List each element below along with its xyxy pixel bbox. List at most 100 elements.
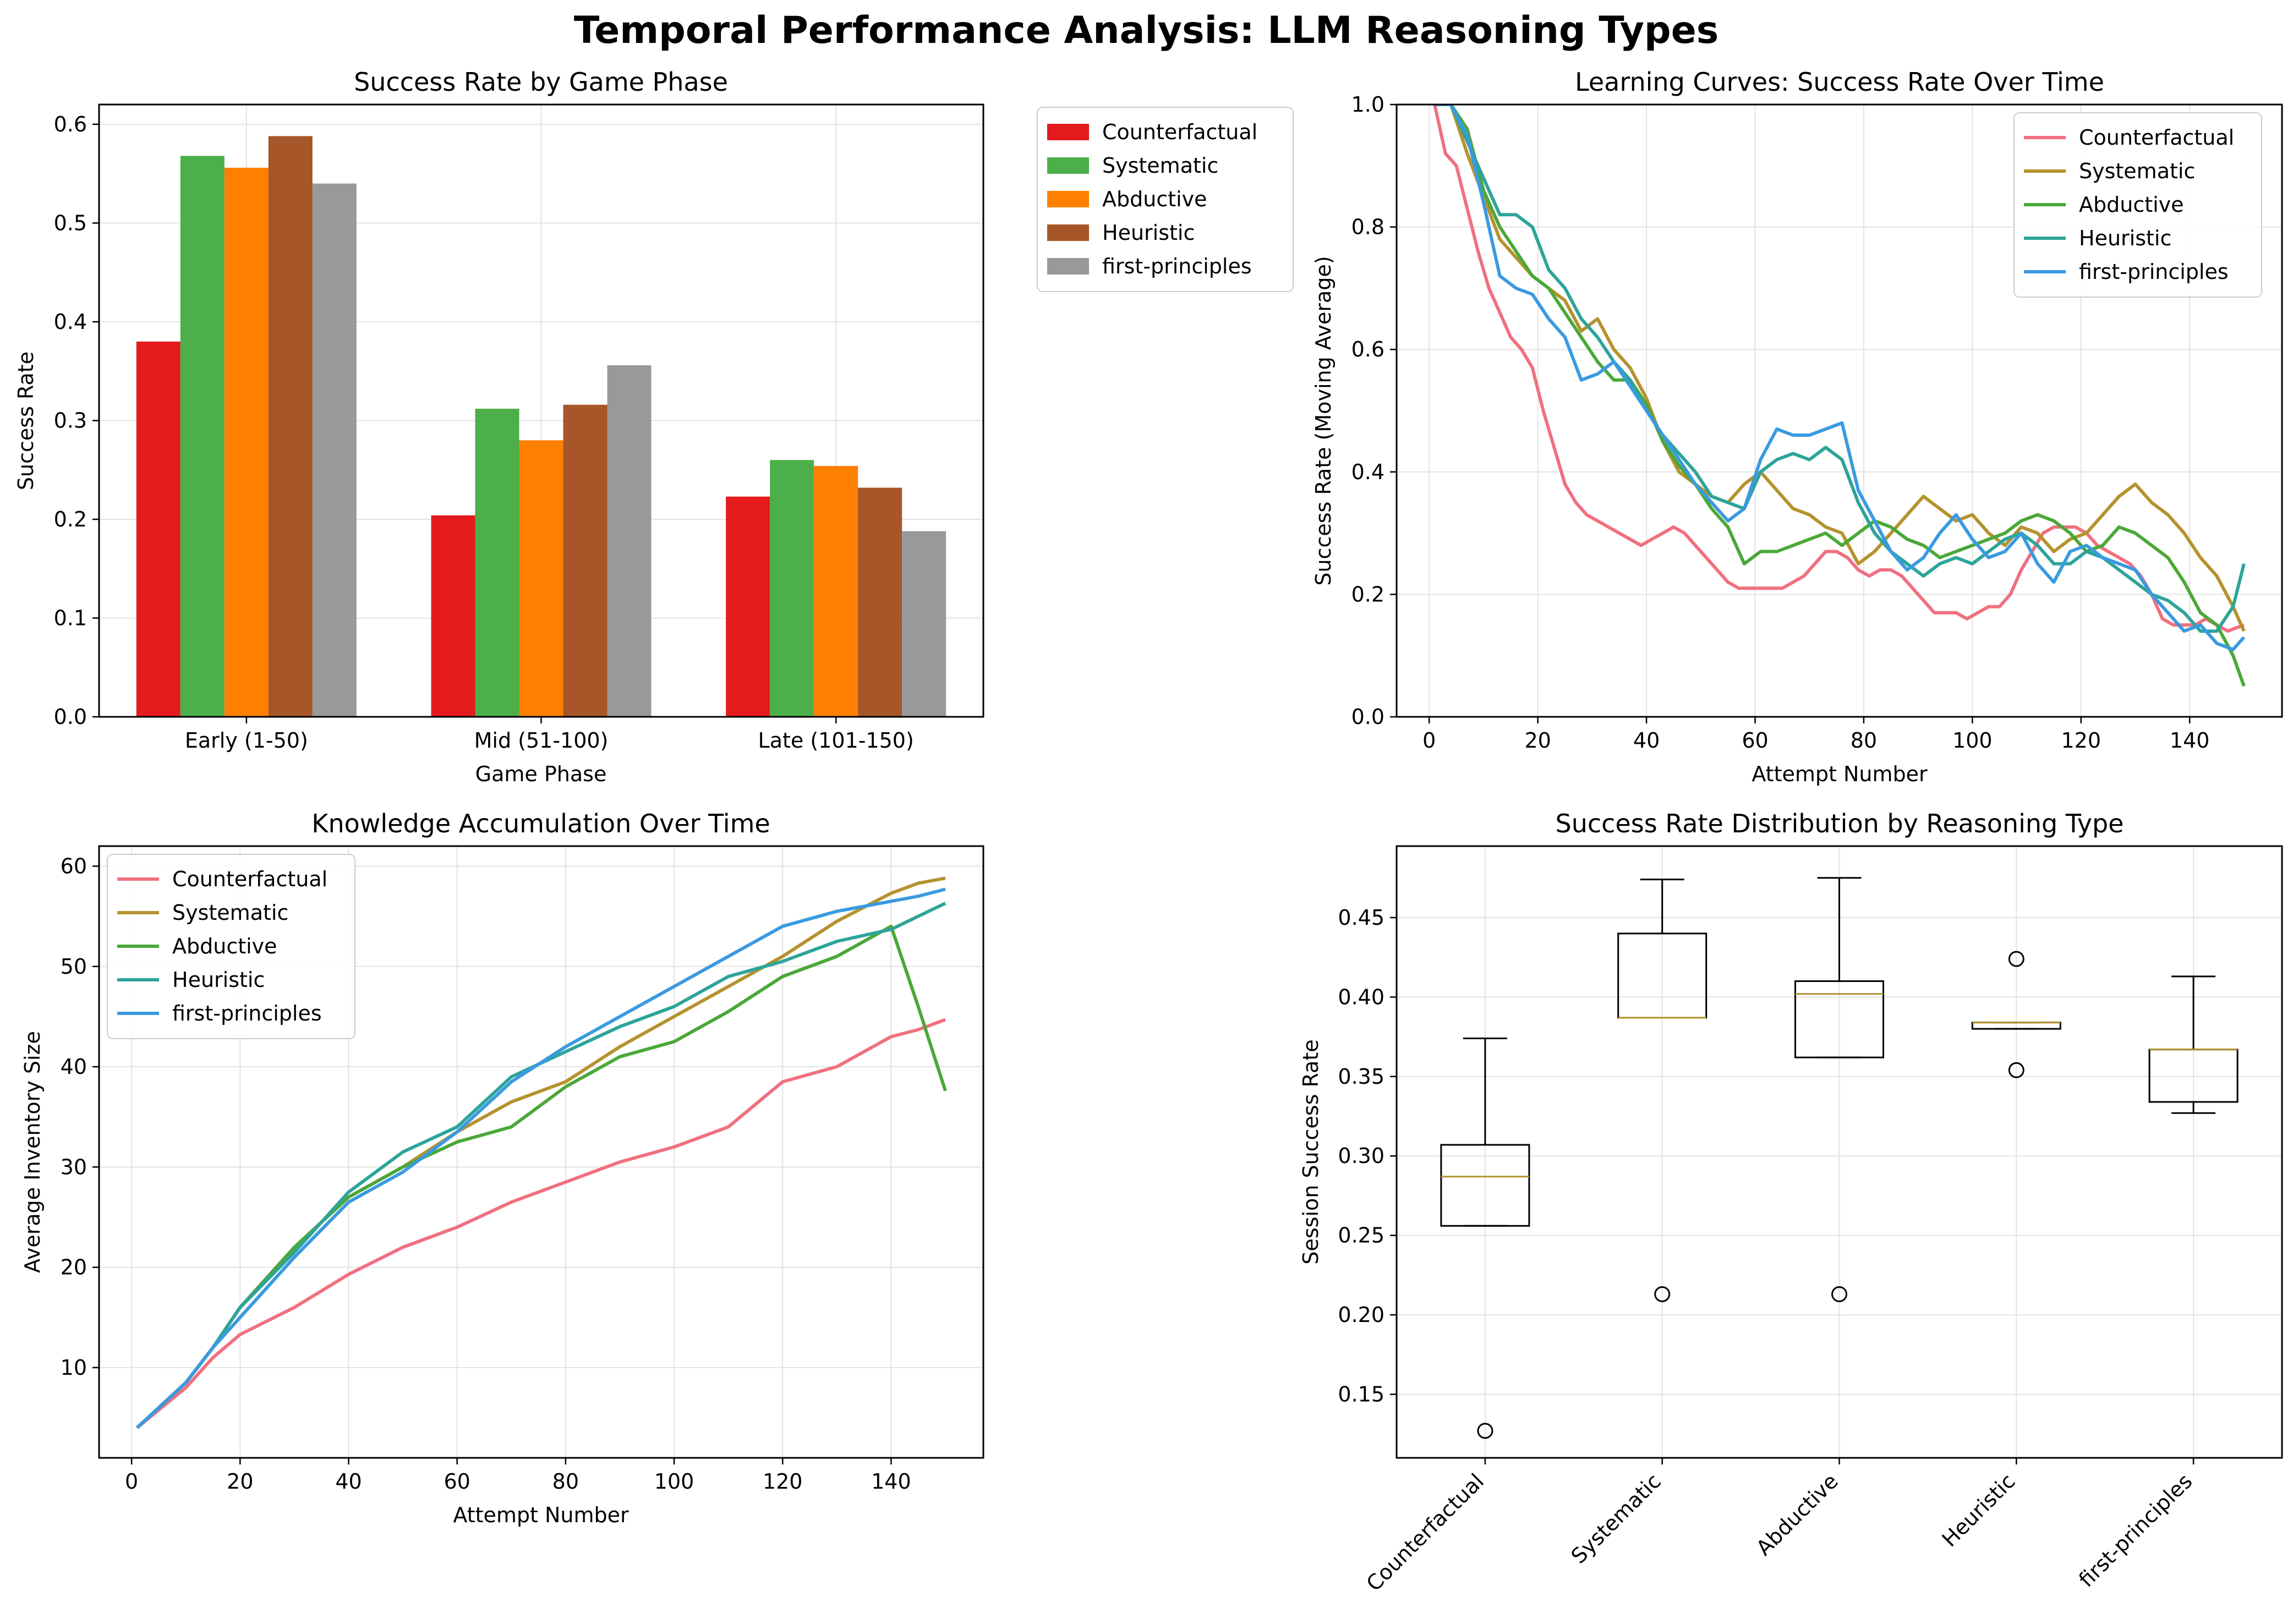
p3-ytick-label: 30: [61, 1155, 87, 1179]
legend-swatch-first-principles: [1047, 258, 1089, 275]
panel1-title: Success Rate by Game Phase: [354, 67, 728, 97]
axes-frame: [98, 845, 984, 1459]
panel2-title: Learning Curves: Success Rate Over Time: [1575, 67, 2104, 97]
box-outlier: [1654, 1286, 1671, 1303]
p2-xtick-label: 20: [1524, 728, 1551, 753]
p2-lines: [1433, 105, 2246, 687]
p1-ytick-label: 0.0: [54, 705, 87, 729]
bar-systematic: [475, 408, 519, 717]
p3-xtick-label: 60: [444, 1469, 470, 1494]
p1-ytick-label: 0.6: [54, 112, 87, 136]
p2-ytick-label: 0.6: [1351, 337, 1384, 361]
p3-ytick-label: 10: [61, 1356, 87, 1380]
p4-ytick-label: 0.20: [1338, 1303, 1384, 1327]
bar-counterfactual: [136, 341, 180, 717]
p1-ytick-label: 0.2: [54, 507, 87, 531]
p1-xtick-label: Mid (51-100): [474, 728, 609, 753]
p3-xtick-label: 100: [654, 1469, 694, 1494]
legend-label-heuristic: Heuristic: [2079, 226, 2171, 250]
legend-box: [107, 854, 355, 1039]
panel-knowledge-accumulation: Knowledge Accumulation Over Time Attempt…: [20, 809, 984, 1527]
p2-xtick-label: 120: [2061, 728, 2102, 753]
legend-label-heuristic: Heuristic: [172, 968, 265, 992]
legend-label-systematic: Systematic: [2079, 159, 2195, 183]
p3-xtick-label: 80: [552, 1469, 579, 1494]
p2-ytick-label: 0.8: [1351, 215, 1384, 239]
p4-ytick-label: 0.35: [1338, 1065, 1384, 1089]
axes-frame: [1395, 103, 2283, 718]
legend-label-first-principles: first-principles: [1102, 254, 1252, 278]
p2-xtick-label: 40: [1633, 728, 1660, 753]
bar-systematic: [180, 156, 225, 717]
box-counterfactual: [1440, 1144, 1530, 1227]
p2-ytick-label: 0.2: [1351, 582, 1384, 606]
p2-ytick-label: 0.0: [1351, 705, 1384, 729]
legend-label-abductive: Abductive: [2079, 193, 2184, 217]
p3-xtick-label: 120: [763, 1469, 803, 1494]
panel2-ylabel: Success Rate (Moving Average): [1311, 256, 1336, 585]
bar-heuristic: [563, 404, 608, 717]
legend-swatch-abductive: [1047, 191, 1089, 207]
legend-label-systematic: Systematic: [1102, 153, 1218, 178]
panel3-title: Knowledge Accumulation Over Time: [311, 809, 770, 838]
legend-label-counterfactual: Counterfactual: [1102, 120, 1257, 144]
panel1-ylabel: Success Rate: [14, 352, 38, 490]
p4-ytick-label: 0.30: [1338, 1144, 1384, 1168]
legend-label-counterfactual: Counterfactual: [2079, 125, 2234, 150]
box-outlier: [1831, 1286, 1847, 1303]
p3-xtick-label: 20: [227, 1469, 253, 1494]
box-abductive: [1794, 980, 1884, 1058]
p2-xtick-label: 140: [2170, 728, 2210, 753]
p3-xtick-label: 40: [335, 1469, 362, 1494]
axes-frame: [1395, 845, 2283, 1459]
box-outlier: [1477, 1423, 1493, 1439]
panel4-ylabel: Session Success Rate: [1299, 1039, 1323, 1264]
p2-ytick-label: 0.4: [1351, 460, 1384, 484]
p3-xtick-label: 140: [871, 1469, 911, 1494]
p4-ytick-label: 0.45: [1338, 906, 1384, 930]
series-line-heuristic: [1435, 105, 2246, 633]
panel-success-by-phase: Success Rate by Game Phase Game Phase Su…: [14, 67, 1294, 786]
legend-swatch-systematic: [1047, 157, 1089, 174]
legend-label-counterfactual: Counterfactual: [172, 867, 327, 891]
legend-swatch-counterfactual: [1047, 124, 1089, 140]
series-line-first-principles: [1435, 105, 2246, 651]
legend-label-abductive: Abductive: [1102, 187, 1207, 211]
p1-ytick-label: 0.5: [54, 211, 87, 235]
series-line-systematic: [1435, 105, 2246, 632]
p3-ytick-label: 20: [61, 1255, 87, 1280]
panel-learning-curves: Learning Curves: Success Rate Over Time …: [1311, 67, 2283, 786]
p3-lines: [135, 876, 947, 1429]
series-line-counterfactual: [136, 1018, 946, 1429]
legend-label-abductive: Abductive: [172, 934, 277, 958]
figure-title: Temporal Performance Analysis: LLM Reaso…: [574, 9, 1719, 52]
series-line-counterfactual: [1433, 105, 2245, 633]
p2-xtick-label: 60: [1742, 728, 1768, 753]
panel3-ylabel: Average Inventory Size: [20, 1031, 45, 1273]
p2-xtick-label: 100: [1952, 728, 1993, 753]
bar-counterfactual: [726, 496, 770, 717]
p4-ytick-label: 0.15: [1338, 1382, 1384, 1406]
legend-swatch-heuristic: [1047, 224, 1089, 241]
legend-box: [2013, 112, 2262, 298]
bar-abductive: [224, 167, 269, 717]
bar-heuristic: [268, 136, 313, 717]
legend-box: [1037, 107, 1294, 292]
p1-xtick-label: Early (1-50): [185, 728, 308, 753]
p3-ytick-label: 60: [61, 854, 87, 878]
box-outlier: [2008, 1062, 2024, 1078]
p4-ytick-label: 0.40: [1338, 985, 1384, 1009]
bar-abductive: [814, 466, 858, 717]
bar-abductive: [519, 440, 563, 717]
panel3-xlabel: Attempt Number: [453, 1503, 629, 1527]
p2-xtick-label: 80: [1851, 728, 1877, 753]
bar-counterfactual: [431, 515, 475, 717]
p2-ytick-label: 1.0: [1351, 92, 1384, 117]
panel4-title: Success Rate Distribution by Reasoning T…: [1556, 809, 2124, 838]
p3-ytick-label: 40: [61, 1055, 87, 1079]
legend-label-first-principles: first-principles: [2079, 260, 2229, 284]
legend-label-heuristic: Heuristic: [1102, 221, 1195, 245]
p1-ytick-label: 0.4: [54, 310, 87, 334]
axes-frame: [98, 103, 984, 718]
